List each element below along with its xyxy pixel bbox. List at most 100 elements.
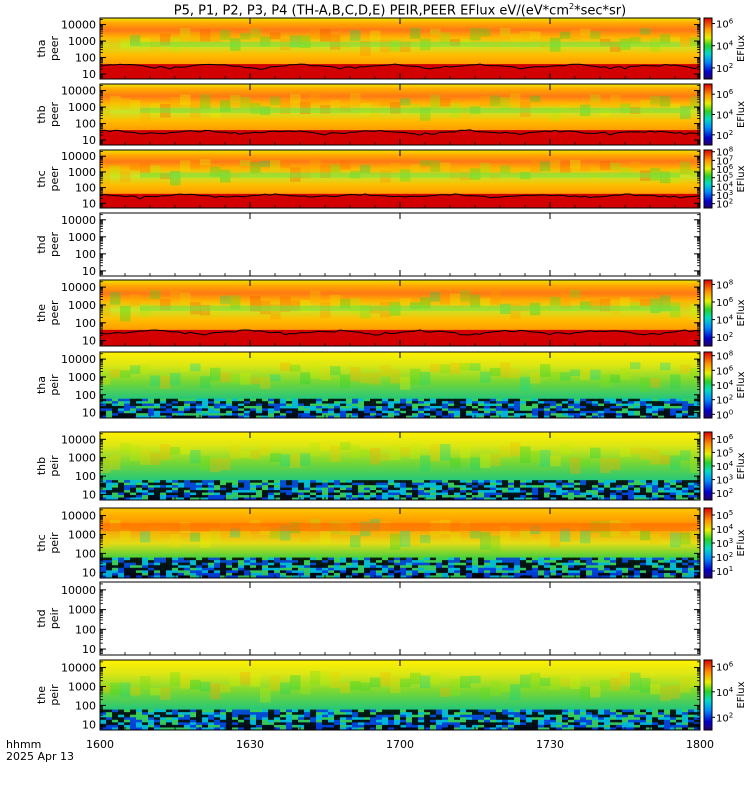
flux-column <box>530 372 541 384</box>
noise-pixel <box>148 724 155 728</box>
noise-pixel <box>538 490 545 493</box>
flux-column <box>270 160 281 171</box>
noise-pixel <box>130 485 137 488</box>
noise-pixel <box>364 415 371 419</box>
noise-pixel <box>178 482 185 486</box>
noise-pixel <box>520 714 527 718</box>
noise-pixel <box>178 575 185 579</box>
noise-pixel <box>604 560 611 563</box>
noise-pixel <box>136 482 143 486</box>
noise-pixel <box>442 401 449 404</box>
noise-pixel <box>310 714 317 718</box>
noise-pixel <box>370 575 377 579</box>
noise-pixel <box>508 709 515 713</box>
noise-pixel <box>580 497 587 501</box>
noise-pixel <box>394 717 401 721</box>
noise-pixel <box>292 482 299 486</box>
noise-pixel <box>652 570 659 574</box>
noise-pixel <box>388 403 395 407</box>
noise-pixel <box>550 722 557 726</box>
colorbar-tick-label: 106 <box>716 18 734 31</box>
noise-pixel <box>514 410 521 414</box>
noise-pixel <box>454 560 461 563</box>
noise-pixel <box>100 490 107 493</box>
noise-pixel <box>274 572 281 576</box>
noise-pixel <box>628 480 635 483</box>
noise-pixel <box>670 497 677 501</box>
noise-pixel <box>166 398 173 402</box>
noise-pixel <box>220 570 227 574</box>
noise-pixel <box>256 401 263 404</box>
noise-pixel <box>220 403 227 407</box>
noise-pixel <box>682 413 689 416</box>
noise-pixel <box>328 415 335 419</box>
flux-column <box>140 675 151 689</box>
noise-pixel <box>136 572 143 576</box>
noise-pixel <box>658 398 665 402</box>
noise-pixel <box>292 722 299 726</box>
noise-pixel <box>652 572 659 576</box>
noise-pixel <box>682 727 689 731</box>
colorbar-tick-label: 102 <box>716 198 733 211</box>
noise-pixel <box>166 495 173 498</box>
flux-column <box>570 289 581 298</box>
panel-species-label: peir <box>48 532 61 554</box>
noise-pixel <box>388 490 395 493</box>
noise-pixel <box>688 719 695 723</box>
noise-pixel <box>166 572 173 576</box>
noise-pixel <box>592 712 599 715</box>
noise-pixel <box>532 482 539 486</box>
noise-pixel <box>538 405 545 409</box>
noise-pixel <box>298 408 305 412</box>
flux-column <box>270 527 281 539</box>
noise-pixel <box>574 727 581 731</box>
noise-pixel <box>358 565 365 569</box>
noise-pixel <box>412 727 419 731</box>
noise-pixel <box>232 487 239 491</box>
noise-pixel <box>400 717 407 721</box>
noise-pixel <box>358 714 365 718</box>
flux-column <box>290 453 301 468</box>
noise-pixel <box>376 480 383 483</box>
noise-pixel <box>604 722 611 726</box>
noise-pixel <box>202 401 209 404</box>
noise-pixel <box>490 567 497 571</box>
flux-column <box>440 687 451 697</box>
noise-pixel <box>316 570 323 574</box>
noise-pixel <box>220 485 227 488</box>
noise-pixel <box>406 724 413 728</box>
noise-pixel <box>460 403 467 407</box>
noise-pixel <box>382 570 389 574</box>
noise-pixel <box>370 565 377 569</box>
flux-column <box>580 529 591 544</box>
noise-pixel <box>148 575 155 579</box>
noise-pixel <box>364 485 371 488</box>
noise-pixel <box>520 398 527 402</box>
noise-pixel <box>472 480 479 483</box>
noise-pixel <box>184 575 191 579</box>
noise-pixel <box>676 567 683 571</box>
noise-pixel <box>694 722 701 726</box>
noise-pixel <box>304 727 311 731</box>
noise-pixel <box>250 562 257 566</box>
x-tick-label: 1700 <box>386 738 414 751</box>
flux-column <box>130 444 141 461</box>
flux-column <box>670 37 681 45</box>
noise-pixel <box>460 717 467 721</box>
noise-pixel <box>622 492 629 496</box>
noise-pixel <box>478 714 485 718</box>
noise-pixel <box>346 401 353 404</box>
noise-pixel <box>682 712 689 715</box>
noise-pixel <box>322 714 329 718</box>
noise-pixel <box>496 714 503 718</box>
noise-pixel <box>424 719 431 723</box>
noise-pixel <box>592 709 599 713</box>
noise-pixel <box>298 727 305 731</box>
noise-pixel <box>280 415 287 419</box>
noise-pixel <box>334 492 341 496</box>
noise-pixel <box>430 565 437 569</box>
noise-pixel <box>502 495 509 498</box>
noise-pixel <box>544 557 551 561</box>
noise-pixel <box>496 575 503 579</box>
noise-pixel <box>250 565 257 569</box>
